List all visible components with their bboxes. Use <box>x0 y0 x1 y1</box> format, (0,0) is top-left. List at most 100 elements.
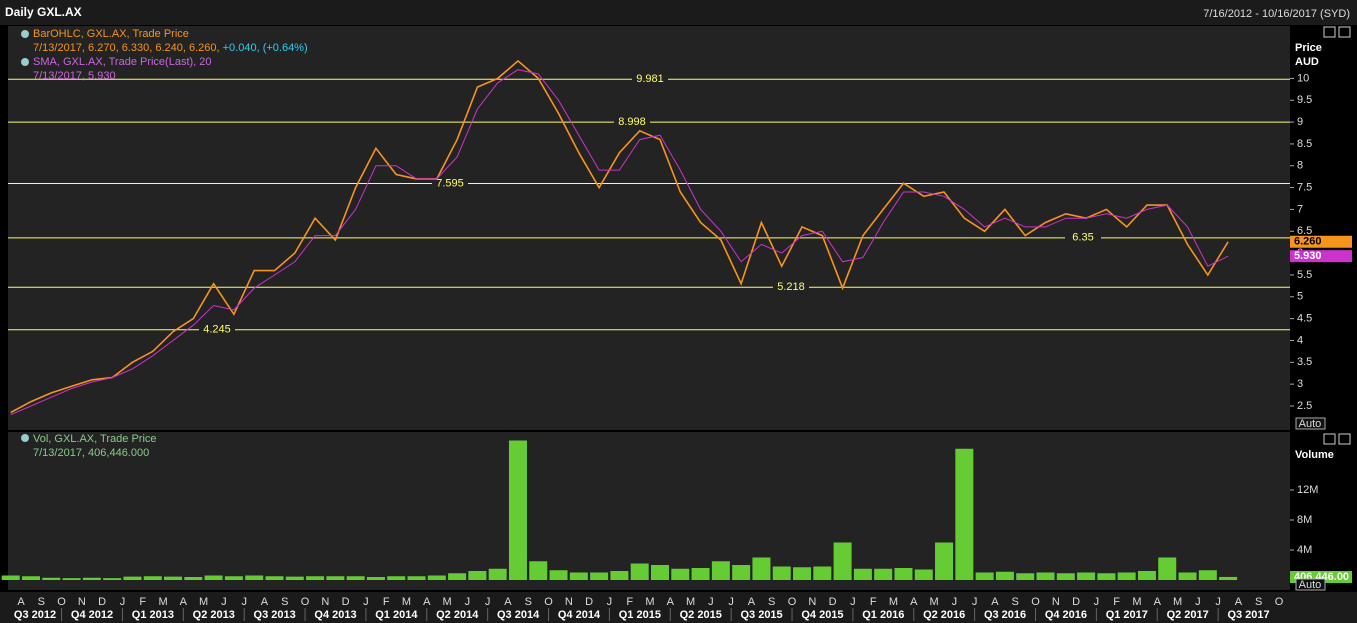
x-month-label: J <box>1195 596 1201 608</box>
x-month-label: A <box>748 596 756 608</box>
x-month-label: D <box>1072 596 1080 608</box>
volume-bar <box>995 571 1014 580</box>
volume-bar <box>874 568 893 580</box>
volume-bar <box>650 565 669 580</box>
x-month-label: A <box>1235 596 1243 608</box>
auto-button[interactable] <box>1295 417 1326 430</box>
y-tick-label: 4 <box>1297 334 1303 346</box>
x-month-label: J <box>485 596 491 608</box>
y-tick-label: 4M <box>1297 544 1312 556</box>
x-quarter-label: Q3 2012 <box>14 609 56 621</box>
y-tick-label: 5.5 <box>1297 269 1312 281</box>
restore-button[interactable] <box>1323 433 1336 445</box>
volume-bar <box>164 576 183 580</box>
x-month-label: A <box>910 596 918 608</box>
x-month-label: O <box>57 596 66 608</box>
x-month-label: F <box>626 596 633 608</box>
level-label: 8.998 <box>618 116 646 128</box>
x-month-label: O <box>544 596 553 608</box>
x-month-label: S <box>768 596 775 608</box>
legend-icon[interactable] <box>21 58 29 66</box>
volume-bar <box>711 561 730 580</box>
level-label-bg <box>432 177 468 190</box>
x-quarter-label: Q2 2016 <box>923 609 965 621</box>
volume-bar <box>366 577 385 580</box>
x-month-label: D <box>585 596 593 608</box>
x-month-label: A <box>180 596 188 608</box>
volume-bar <box>691 568 710 580</box>
x-quarter-label: Q3 2015 <box>740 609 782 621</box>
volume-bar <box>793 567 812 580</box>
x-quarter-label: Q2 2017 <box>1167 609 1209 621</box>
legend-detail: 7/13/2017, 406,446.000 <box>33 447 149 459</box>
x-month-label: J <box>1094 596 1100 608</box>
y-tick-label: 12M <box>1297 484 1318 496</box>
last-value-label: 5.930 <box>1294 250 1322 262</box>
volume-bar <box>610 571 629 580</box>
volume-bar <box>184 577 203 580</box>
legend-icon[interactable] <box>21 434 29 442</box>
legend-entry: SMA, GXL.AX, Trade Price(Last), 20 <box>33 56 212 68</box>
level-label: 7.595 <box>436 177 464 189</box>
close-button[interactable] <box>1338 26 1351 38</box>
legend-values: 7/13/2017, 6.270, 6.330, 6.240, 6.260, <box>33 42 220 54</box>
x-month-label: A <box>991 596 999 608</box>
x-month-label: M <box>402 596 411 608</box>
volume-bar <box>22 576 40 580</box>
x-month-label: J <box>972 596 978 608</box>
x-month-label: N <box>1052 596 1060 608</box>
volume-bar <box>1016 573 1035 580</box>
x-quarter-label: Q1 2015 <box>619 609 661 621</box>
x-month-label: M <box>158 596 167 608</box>
volume-bar <box>1117 572 1136 580</box>
x-quarter-label: Q1 2014 <box>375 609 418 621</box>
x-quarter-label: Q1 2013 <box>132 609 174 621</box>
plot-layer: 2.533.544.555.566.577.588.599.5109.9818.… <box>1 59 1352 621</box>
volume-bar <box>752 557 771 580</box>
volume-bar <box>1178 572 1197 580</box>
volume-panel <box>8 432 1290 590</box>
y-tick-label: 4.5 <box>1297 313 1312 325</box>
x-month-label: J <box>363 596 369 608</box>
x-quarter-label: Q4 2012 <box>71 609 113 621</box>
volume-bar <box>488 568 507 580</box>
x-month-label: J <box>241 596 247 608</box>
sma-line <box>10 69 1229 416</box>
level-label: 4.245 <box>203 324 231 336</box>
y-tick-label: 9.5 <box>1297 94 1312 106</box>
volume-bar <box>894 568 913 580</box>
volume-bar <box>407 576 426 580</box>
volume-bar <box>914 569 933 580</box>
close-button[interactable] <box>1338 433 1351 445</box>
level-label-bg <box>199 323 235 336</box>
restore-button[interactable] <box>1323 26 1336 38</box>
x-quarter-label: Q3 2016 <box>984 609 1026 621</box>
volume-bar <box>346 576 365 580</box>
date-range: 7/16/2012 - 10/16/2017 (SYD) <box>1203 8 1350 20</box>
x-month-label: J <box>952 596 958 608</box>
x-month-label: N <box>808 596 816 608</box>
x-month-label: J <box>708 596 714 608</box>
auto-label[interactable]: Auto <box>1299 418 1322 430</box>
x-month-label: A <box>423 596 431 608</box>
legend-icon[interactable] <box>21 30 29 38</box>
volume-bar <box>1097 573 1116 580</box>
x-month-label: F <box>870 596 877 608</box>
level-label: 5.218 <box>777 281 805 293</box>
x-month-label: S <box>38 596 45 608</box>
y-tick-label: 7.5 <box>1297 182 1312 194</box>
volume-bar <box>143 576 162 580</box>
volume-bar <box>833 542 852 580</box>
x-quarter-label: Q2 2014 <box>436 609 479 621</box>
auto-label[interactable]: Auto <box>1299 579 1322 591</box>
x-month-label: D <box>342 596 350 608</box>
volume-bar <box>326 576 345 580</box>
volume-bar <box>285 576 304 580</box>
volume-bar <box>1 575 20 580</box>
x-month-label: M <box>1132 596 1141 608</box>
x-month-label: A <box>1154 596 1162 608</box>
auto-button[interactable] <box>1295 578 1326 591</box>
y-tick-label: 2.5 <box>1297 400 1312 412</box>
volume-bar <box>1036 572 1055 580</box>
